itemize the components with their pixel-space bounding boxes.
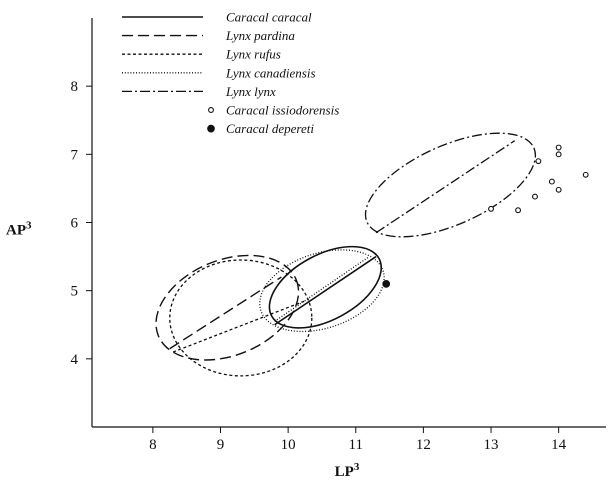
y-tick-label-7: 7 xyxy=(71,147,79,163)
y-tick-label-5: 5 xyxy=(71,284,79,300)
x-tick-label-8: 8 xyxy=(149,437,157,453)
x-tick-label-13: 13 xyxy=(484,437,499,453)
legend-caracal-depereti-label: Caracal depereti xyxy=(226,121,314,136)
ellipse-lynx-rufus xyxy=(169,259,313,377)
point-caracal-issiodorensis-4 xyxy=(548,178,555,185)
legend-lynx-rufus-label: Lynx rufus xyxy=(225,47,281,62)
x-tick-label-14: 14 xyxy=(551,437,567,453)
point-caracal-issiodorensis-2 xyxy=(532,193,538,200)
legend-caracal-depereti-marker xyxy=(207,124,215,133)
point-caracal-issiodorensis-6 xyxy=(555,151,562,158)
ellipse-lynx-pardina xyxy=(155,254,300,361)
regression-line-lynx-pardina xyxy=(169,276,282,350)
regression-line-lynx-rufus xyxy=(172,300,306,353)
y-axis-title: AP3 xyxy=(6,219,32,238)
regression-line-lynx-canadiensis xyxy=(274,256,370,322)
legend-caracal-issiodorensis-label: Caracal issiodorensis xyxy=(226,103,339,118)
regression-line-caracal-caracal xyxy=(274,255,377,326)
point-caracal-issiodorensis-8 xyxy=(582,171,589,178)
legend-lynx-pardina-label: Lynx pardina xyxy=(225,28,295,43)
point-caracal-issiodorensis-0 xyxy=(488,205,494,212)
axes: 8 9 10 11 12 13 14 4 5 6 7 8 LP3 AP3 xyxy=(6,18,606,480)
legend-lynx-lynx-label: Lynx lynx xyxy=(225,84,276,99)
ellipse-lynx-canadiensis xyxy=(259,249,385,333)
x-tick-label-12: 12 xyxy=(416,437,431,453)
ellipse-lynx-lynx xyxy=(364,132,537,238)
y-tick-label-8: 8 xyxy=(71,79,79,95)
legend: Caracal caracal Lynx pardina Lynx rufus Lyn… xyxy=(122,10,339,136)
point-caracal-issiodorensis-1 xyxy=(515,207,522,214)
legend-caracal-issiodorensis-marker xyxy=(208,107,214,113)
x-tick-label-11: 11 xyxy=(349,437,363,453)
x-axis-title: LP3 xyxy=(335,461,360,480)
legend-caracal-caracal-label: Caracal caracal xyxy=(226,10,312,25)
x-tick-label-9: 9 xyxy=(217,437,225,453)
ellipse-caracal-caracal xyxy=(268,245,383,329)
legend-lynx-canadiensis-label: Lynx canadiensis xyxy=(225,65,316,80)
y-tick-label-4: 4 xyxy=(71,352,79,368)
point-caracal-issiodorensis-5 xyxy=(555,186,562,193)
plot-area xyxy=(155,132,589,377)
point-caracal-issiodorensis-3 xyxy=(535,158,542,165)
y-tick-label-6: 6 xyxy=(71,216,79,232)
point-caracal-issiodorensis-7 xyxy=(555,144,562,151)
point-caracal-depereti-9 xyxy=(382,280,391,288)
regression-line-lynx-lynx xyxy=(375,140,516,234)
x-tick-label-10: 10 xyxy=(281,437,296,453)
